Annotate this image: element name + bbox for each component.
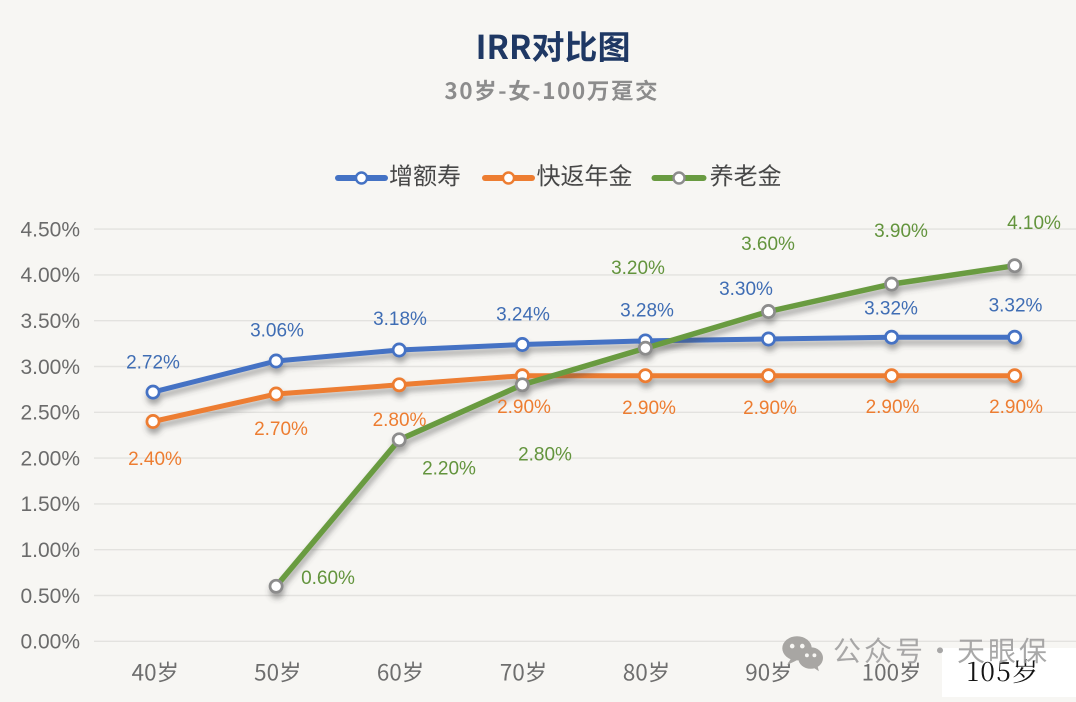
svg-text:1.50%: 1.50% — [20, 493, 80, 516]
svg-text:2.72%: 2.72% — [126, 352, 180, 373]
svg-text:0.60%: 0.60% — [301, 568, 355, 589]
svg-text:2.90%: 2.90% — [622, 398, 676, 419]
svg-text:2.80%: 2.80% — [518, 444, 572, 465]
svg-text:2.00%: 2.00% — [20, 447, 80, 470]
svg-text:3.06%: 3.06% — [250, 320, 304, 341]
svg-text:2.90%: 2.90% — [743, 398, 797, 419]
svg-text:0.50%: 0.50% — [20, 585, 80, 608]
svg-text:4.10%: 4.10% — [1007, 213, 1061, 234]
svg-text:3.60%: 3.60% — [741, 234, 795, 255]
svg-text:2.70%: 2.70% — [254, 419, 308, 440]
svg-text:4.50%: 4.50% — [20, 218, 80, 241]
svg-text:3.32%: 3.32% — [864, 298, 918, 319]
svg-text:2.50%: 2.50% — [20, 402, 80, 425]
svg-text:2.90%: 2.90% — [989, 397, 1043, 418]
svg-text:3.18%: 3.18% — [373, 309, 427, 330]
svg-text:2.90%: 2.90% — [497, 397, 551, 418]
svg-text:3.20%: 3.20% — [611, 258, 665, 279]
svg-text:4.00%: 4.00% — [20, 264, 80, 287]
svg-text:3.32%: 3.32% — [989, 295, 1043, 316]
svg-text:3.28%: 3.28% — [620, 300, 674, 321]
svg-text:2.80%: 2.80% — [373, 410, 427, 431]
svg-text:3.24%: 3.24% — [496, 304, 550, 325]
svg-text:3.30%: 3.30% — [719, 279, 773, 300]
svg-text:2.90%: 2.90% — [866, 397, 920, 418]
svg-text:1.00%: 1.00% — [20, 539, 80, 562]
svg-text:3.00%: 3.00% — [20, 356, 80, 379]
svg-text:3.90%: 3.90% — [874, 221, 928, 242]
svg-text:2.40%: 2.40% — [128, 449, 182, 470]
svg-text:2.20%: 2.20% — [422, 458, 476, 479]
svg-text:0.00%: 0.00% — [20, 631, 80, 654]
svg-text:3.50%: 3.50% — [20, 310, 80, 333]
